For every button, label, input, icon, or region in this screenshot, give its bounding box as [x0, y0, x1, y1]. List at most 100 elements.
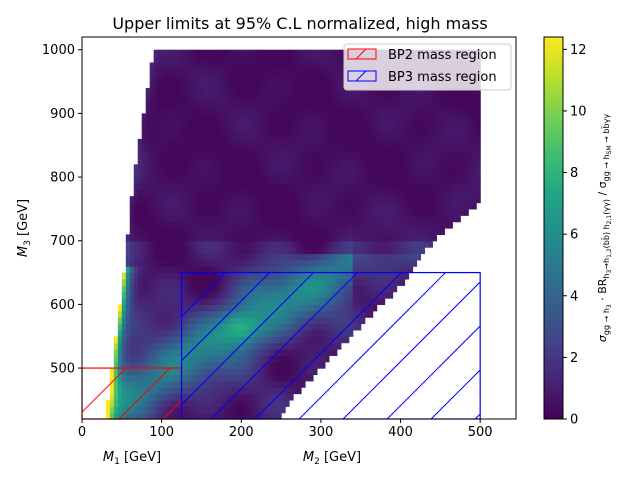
- heatmap-cell: [400, 196, 406, 204]
- heatmap-cell: [237, 56, 242, 64]
- heatmap-cell: [281, 68, 286, 76]
- heatmap-cell: [205, 145, 211, 153]
- heatmap-cell: [476, 177, 481, 185]
- heatmap-cell: [185, 113, 191, 121]
- heatmap-cell: [297, 215, 302, 223]
- heatmap-cell: [277, 412, 282, 420]
- heatmap-cell: [217, 355, 222, 363]
- heatmap-cell: [109, 406, 115, 414]
- heatmap-cell: [185, 368, 191, 376]
- heatmap-cell: [304, 87, 310, 95]
- heatmap-cell: [336, 298, 342, 305]
- heatmap-cell: [213, 317, 218, 325]
- heatmap-cell: [205, 329, 211, 337]
- heatmap-cell: [193, 361, 199, 369]
- heatmap-cell: [197, 259, 203, 267]
- heatmap-cell: [316, 208, 322, 216]
- heatmap-cell: [153, 157, 159, 165]
- heatmap-cell: [165, 355, 171, 363]
- heatmap-cell: [125, 259, 131, 267]
- heatmap-cell: [332, 138, 338, 146]
- heatmap-cell: [189, 348, 195, 356]
- heatmap-cell: [328, 100, 334, 108]
- heatmap-cell: [289, 317, 294, 325]
- heatmap-cell: [400, 253, 406, 261]
- heatmap-cell: [205, 368, 211, 376]
- heatmap-cell: [201, 291, 207, 299]
- heatmap-cell: [392, 138, 398, 146]
- heatmap-cell: [161, 177, 167, 185]
- heatmap-cell: [440, 145, 445, 153]
- heatmap-cell: [340, 196, 346, 204]
- heatmap-cell: [364, 221, 370, 229]
- heatmap-cell: [213, 304, 218, 312]
- heatmap-cell: [432, 189, 437, 197]
- heatmap-cell: [161, 399, 167, 407]
- heatmap-cell: [125, 285, 131, 293]
- heatmap-cell: [289, 196, 294, 204]
- heatmap-cell: [332, 113, 338, 121]
- heatmap-cell: [297, 56, 302, 64]
- heatmap-cell: [269, 68, 274, 76]
- heatmap-cell: [328, 329, 334, 337]
- heatmap-cell: [308, 113, 314, 121]
- heatmap-cell: [105, 412, 111, 420]
- heatmap-cell: [376, 202, 382, 210]
- heatmap-cell: [285, 348, 290, 356]
- heatmap-cell: [328, 342, 334, 350]
- heatmap-cell: [233, 323, 238, 331]
- heatmap-cell: [149, 336, 155, 344]
- heatmap-cell: [201, 170, 207, 178]
- heatmap-cell: [165, 138, 171, 146]
- heatmap-cell: [300, 259, 306, 267]
- heatmap-cell: [165, 240, 171, 248]
- heatmap-cell: [436, 113, 441, 121]
- heatmap-cell: [356, 107, 362, 114]
- heatmap-cell: [241, 272, 246, 280]
- heatmap-cell: [289, 278, 294, 286]
- heatmap-cell: [253, 310, 258, 318]
- heatmap-cell: [297, 164, 302, 172]
- heatmap-cell: [229, 100, 234, 108]
- heatmap-cell: [388, 157, 394, 165]
- heatmap-cell: [468, 132, 473, 140]
- heatmap-cell: [281, 119, 286, 127]
- heatmap-cell: [320, 202, 326, 210]
- heatmap-cell: [404, 240, 410, 248]
- heatmap-cell: [177, 151, 183, 159]
- heatmap-cell: [332, 285, 338, 293]
- heatmap-cell: [293, 361, 298, 369]
- heatmap-cell: [277, 56, 282, 64]
- heatmap-cell: [181, 215, 187, 223]
- heatmap-cell: [340, 132, 346, 140]
- heatmap-cell: [217, 100, 222, 108]
- heatmap-cell: [304, 164, 310, 172]
- heatmap-cell: [185, 100, 191, 108]
- heatmap-cell: [213, 215, 218, 223]
- heatmap-cell: [344, 87, 350, 95]
- heatmap-cell: [332, 266, 338, 274]
- heatmap-cell: [344, 126, 350, 134]
- heatmap-cell: [177, 94, 183, 102]
- heatmap-cell: [396, 189, 402, 197]
- heatmap-cell: [165, 234, 171, 242]
- heatmap-cell: [404, 107, 410, 114]
- heatmap-cell: [213, 228, 218, 235]
- heatmap-cell: [105, 406, 111, 414]
- heatmap-cell: [161, 342, 167, 350]
- heatmap-cell: [300, 138, 306, 146]
- heatmap-cell: [436, 145, 441, 153]
- heatmap-cell: [221, 228, 226, 235]
- heatmap-cell: [308, 157, 314, 165]
- heatmap-cell: [360, 107, 366, 114]
- heatmap-cell: [117, 393, 123, 401]
- heatmap-cell: [169, 132, 175, 140]
- heatmap-cell: [384, 272, 390, 280]
- heatmap-cell: [149, 380, 155, 388]
- heatmap-cell: [149, 412, 155, 420]
- heatmap-cell: [253, 278, 258, 286]
- heatmap-cell: [145, 317, 151, 325]
- heatmap-cell: [157, 138, 163, 146]
- heatmap-cell: [289, 393, 294, 401]
- heatmap-cell: [217, 298, 222, 305]
